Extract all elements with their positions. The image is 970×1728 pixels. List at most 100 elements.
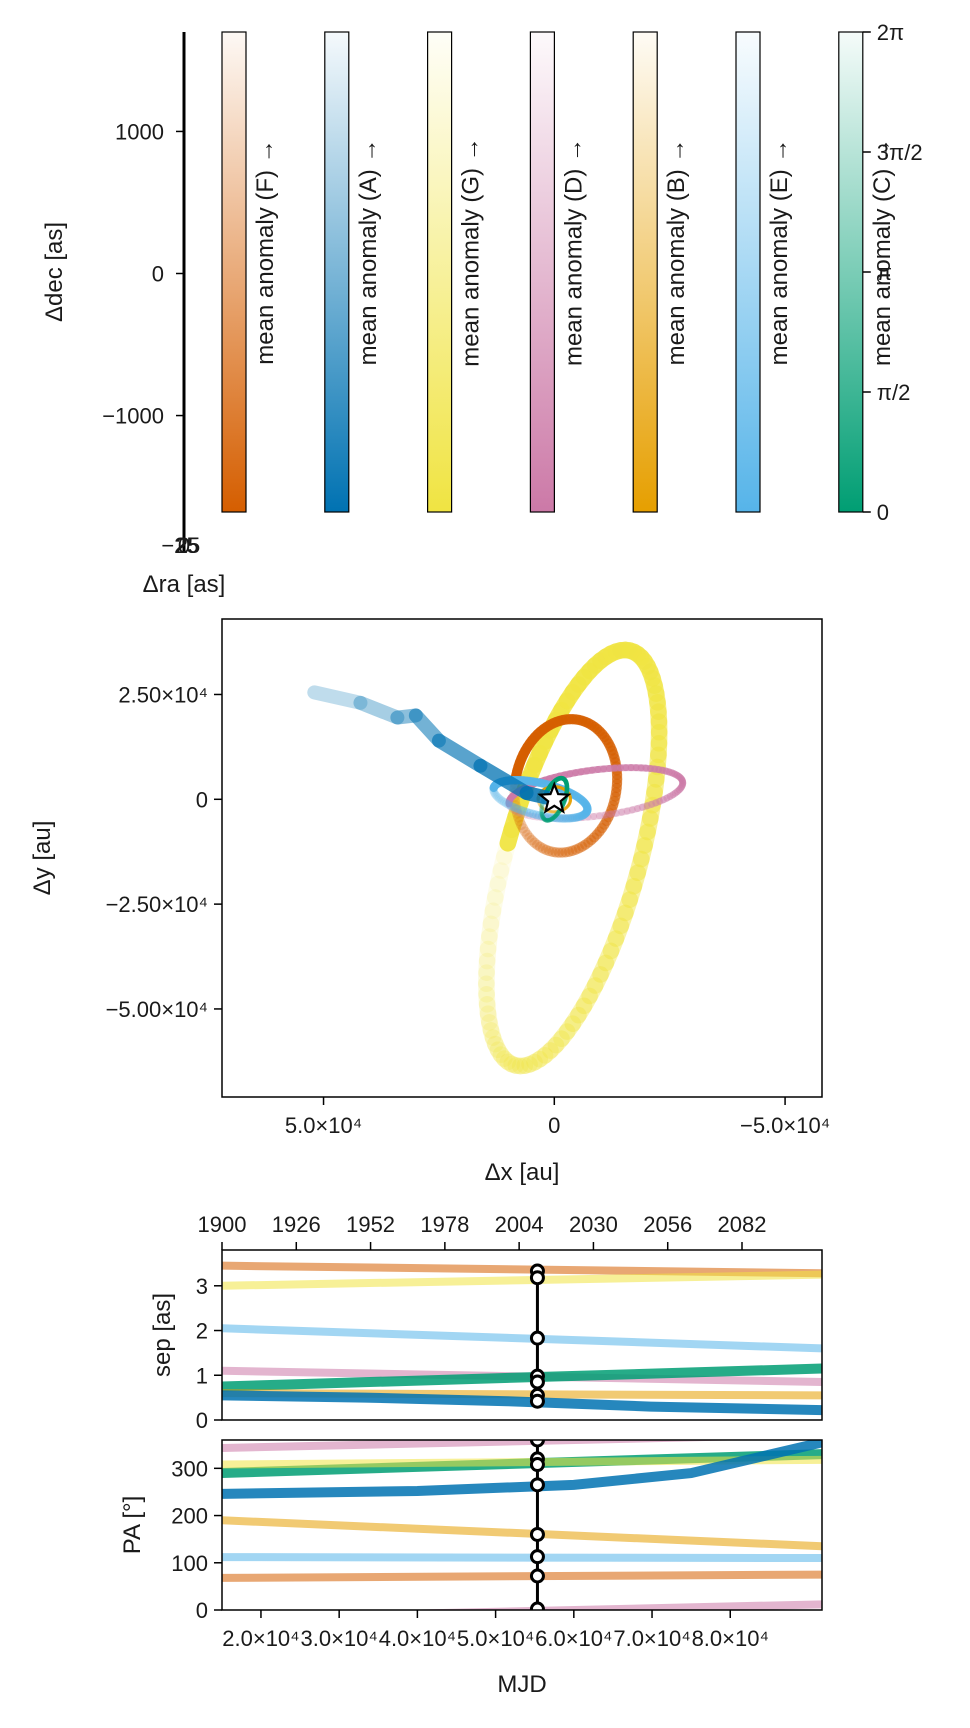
orbit-track-D (505, 802, 514, 811)
orbit-track-E (499, 797, 511, 808)
orbit-track-F (511, 804, 523, 819)
orbit-track-E (502, 799, 513, 809)
orbit-track-G (516, 1056, 538, 1074)
position-angle-observation-point (529, 1526, 545, 1542)
orbit-y-tick-label: 0 (196, 787, 208, 812)
position-angle-x-tick-label: 4.0×10⁴ (379, 1626, 456, 1651)
orbit-track-G (558, 1015, 582, 1040)
orbit-track-C (560, 800, 567, 807)
separation-top-x-tick-label: 2030 (569, 1212, 618, 1237)
orbit-track-G (481, 915, 500, 945)
colorbar-label-D: mean anomaly (D) → (560, 138, 587, 366)
position-angle-y-axis-label: PA [°] (119, 1496, 146, 1555)
colorbar-label-G: mean anomaly (G) → (458, 137, 485, 366)
orbit-track-C (552, 813, 558, 820)
position-angle-panel: 0 100 200 300 2.0×10⁴ 3.0×10⁴ 4.0×10⁴ 5.0×10⁴ 6.… (119, 1439, 823, 1698)
orbit-track-B (539, 805, 544, 810)
colorbar-tick-label: 2π (877, 20, 904, 45)
orbit-track-F (514, 816, 527, 830)
orbit-x-axis-label: Δx [au] (485, 1159, 560, 1186)
orbit-track-F (524, 832, 537, 846)
sky-y-axis-label: Δdec [as] (41, 222, 68, 322)
orbit-track-B (563, 806, 568, 811)
orbit-track-D (673, 786, 683, 795)
position-angle-y-tick-label: 0 (196, 1598, 208, 1623)
orbit-track-G (484, 889, 504, 920)
separation-ticks: 0 1 2 3 1900 1926 1952 1978 2004 2030 2056 2082 (196, 1212, 767, 1433)
orbit-track-F (599, 815, 612, 830)
orbit-track-B (565, 804, 570, 809)
orbit-track-F (522, 829, 535, 843)
orbit-track-C (552, 813, 559, 819)
orbit-y-axis-label: Δy [au] (29, 821, 56, 896)
orbit-track-F (532, 839, 546, 852)
orbit-track-D (663, 793, 674, 802)
orbit-track-D (669, 789, 679, 799)
colorbar-label-B: mean anomaly (B) → (663, 139, 690, 366)
orbit-track-B (539, 804, 544, 809)
orbit-track-G (478, 940, 497, 970)
colorbar-D (529, 31, 556, 513)
orbit-track-G (621, 877, 643, 908)
orbit-track-D (675, 784, 685, 794)
position-angle-ticks: 0 100 200 300 2.0×10⁴ 3.0×10⁴ 4.0×10⁴ 5.0×10⁴ 6.… (171, 1456, 769, 1651)
orbit-track-D (518, 810, 530, 819)
orbit-track-C (556, 809, 562, 815)
orbit-track-G (597, 942, 620, 972)
colorbar-G (427, 31, 453, 513)
orbit-track-F (594, 823, 608, 837)
orbit-track-G (592, 954, 615, 983)
orbit-x-tick-label: 0 (548, 1113, 560, 1138)
orbit-track-D (513, 808, 523, 817)
orbit-track-F (513, 812, 525, 827)
separation-top-x-tick-label: 1978 (420, 1212, 469, 1237)
orbit-plot-frame (221, 618, 823, 1098)
orbit-track-C (554, 811, 560, 817)
orbit-x-tick-label: 5.0×10⁴ (285, 1113, 362, 1138)
separation-track-A (222, 1390, 822, 1416)
separation-y-axis-label: sep [as] (149, 1293, 176, 1377)
orbit-track-F (517, 823, 531, 837)
orbit-track-F (526, 835, 540, 848)
position-angle-y-tick-label: 300 (171, 1456, 208, 1481)
orbit-track-G (617, 891, 639, 922)
position-angle-x-tick-label: 5.0×10⁴ (457, 1626, 534, 1651)
position-angle-track-D (222, 1440, 749, 1453)
orbit-track-F (606, 800, 619, 815)
orbit-track-F (537, 843, 552, 855)
position-angle-x-tick-label: 2.0×10⁴ (222, 1626, 299, 1651)
orbit-track-B (542, 807, 547, 811)
separation-panel: 0 1 2 3 1900 1926 1952 1978 2004 2030 2056 2082 sep… (149, 1212, 823, 1433)
orbit-track-G (602, 930, 625, 960)
position-angle-observation-point (529, 1457, 545, 1473)
orbit-track-G (487, 1035, 507, 1059)
orbit-track-F (610, 787, 622, 802)
orbit-track-C (549, 816, 555, 822)
orbit-track-D (677, 783, 686, 792)
orbit-track-F (583, 834, 597, 848)
position-angle-x-tick-label: 8.0×10⁴ (692, 1626, 769, 1651)
orbit-track-D (648, 799, 660, 808)
orbit-track-E (519, 807, 532, 817)
colorbar-label-F: mean anomaly (F) → (252, 139, 279, 364)
separation-y-tick-label: 1 (196, 1363, 208, 1388)
orbit-track-G (484, 1029, 504, 1053)
orbit-track-A (431, 733, 488, 773)
position-angle-track-E (222, 1553, 822, 1563)
orbit-track-F (534, 841, 548, 854)
position-angle-x-tick-label: 3.0×10⁴ (300, 1626, 377, 1651)
position-angle-observation-point (529, 1568, 545, 1584)
colorbar-tick-label: π/2 (877, 380, 911, 405)
orbit-track-G (581, 977, 604, 1005)
orbit-track-E (493, 792, 504, 803)
orbit-track-D (612, 808, 626, 817)
separation-y-tick-label: 3 (196, 1274, 208, 1299)
sky-x-tick-label: 0 (178, 533, 190, 558)
position-angle-track-D (398, 1600, 822, 1610)
separation-observation-point (529, 1330, 545, 1346)
orbit-track-B (564, 805, 569, 810)
orbit-track-F (603, 808, 616, 823)
orbit-track-D (628, 805, 641, 814)
position-angle-observation-point (529, 1601, 545, 1610)
orbit-track-D (671, 788, 681, 797)
